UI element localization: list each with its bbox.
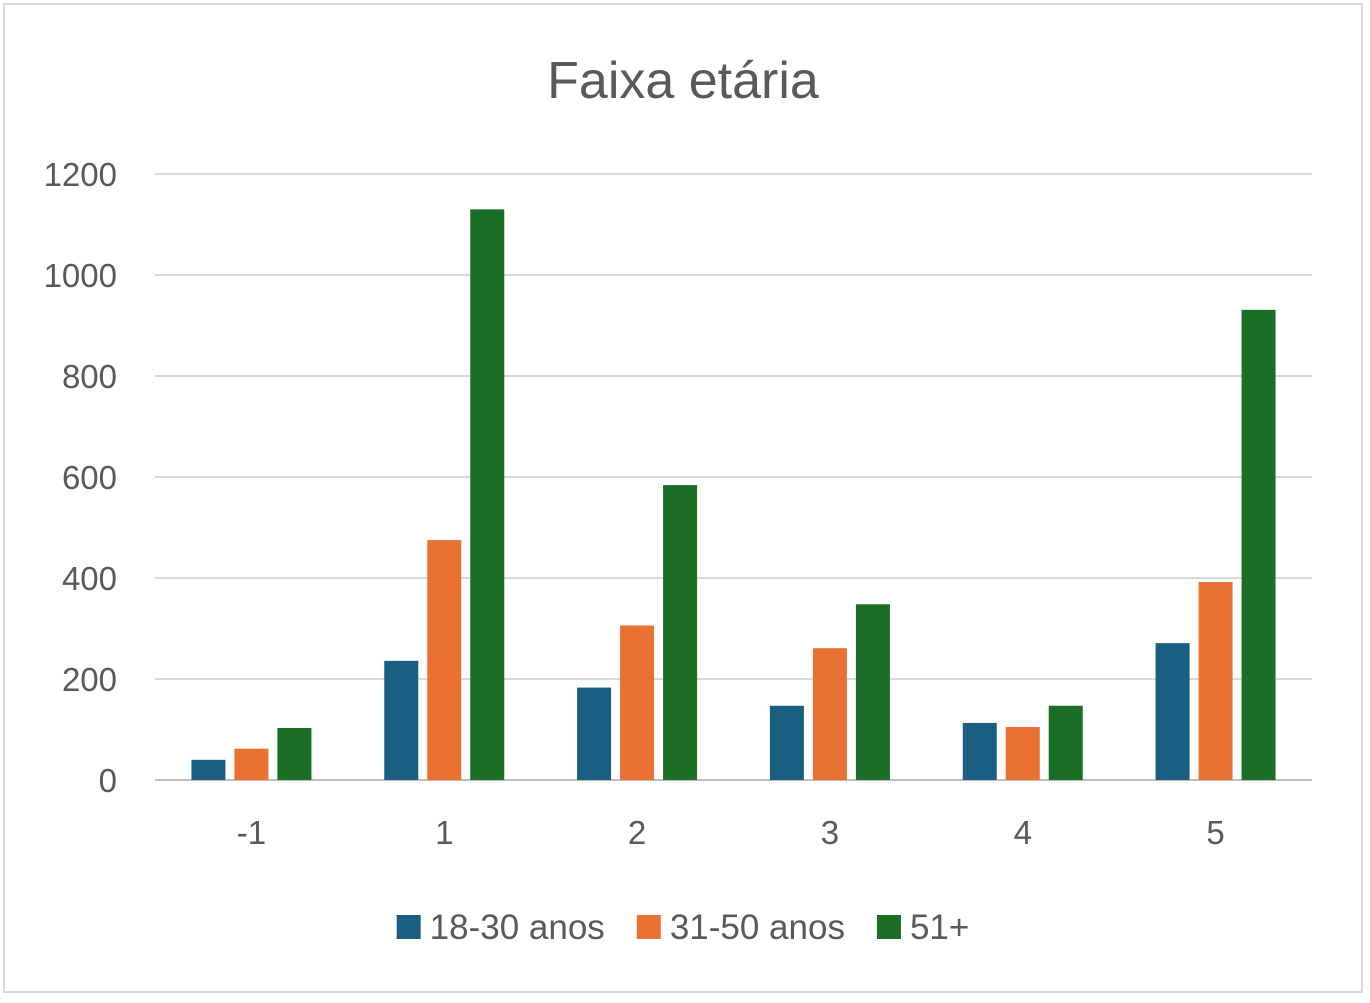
y-tick-label: 600 bbox=[62, 459, 117, 496]
bar-31-50-anos-3 bbox=[812, 648, 847, 780]
chart-title: Faixa etária bbox=[547, 52, 819, 110]
legend: 18-30 anos 31-50 anos 51+ bbox=[396, 908, 969, 947]
bar-51-4 bbox=[1048, 705, 1083, 780]
x-tick-label: 2 bbox=[628, 814, 646, 851]
legend-swatch bbox=[876, 915, 901, 939]
bar-51-2 bbox=[663, 485, 698, 780]
legend-label: 18-30 anos bbox=[430, 908, 605, 947]
bar-31-50-anos-1 bbox=[427, 540, 462, 780]
x-tick-label: -1 bbox=[237, 814, 266, 851]
legend-label: 51+ bbox=[910, 908, 969, 947]
legend-item: 51+ bbox=[876, 908, 969, 947]
bar-51--1 bbox=[277, 727, 312, 780]
legend-swatch bbox=[396, 915, 421, 939]
legend-item: 18-30 anos bbox=[396, 908, 605, 947]
y-tick-label: 400 bbox=[62, 560, 117, 597]
gridlines bbox=[155, 173, 1312, 781]
x-tick-label: 3 bbox=[821, 814, 839, 851]
bar-18-30-anos-1 bbox=[384, 660, 419, 780]
y-tick-label: 0 bbox=[99, 762, 117, 799]
bars bbox=[191, 209, 1276, 781]
bar-18-30-anos-2 bbox=[577, 687, 612, 780]
bar-31-50-anos-2 bbox=[620, 625, 655, 780]
legend-swatch bbox=[636, 915, 661, 939]
x-tick-label: 4 bbox=[1014, 814, 1032, 851]
bar-51-5 bbox=[1241, 309, 1276, 780]
bar-18-30-anos-3 bbox=[769, 705, 804, 780]
legend-item: 31-50 anos bbox=[636, 908, 845, 947]
bar-31-50-anos-5 bbox=[1198, 582, 1233, 780]
y-tick-label: 800 bbox=[62, 358, 117, 395]
y-tick-label: 1000 bbox=[44, 257, 117, 294]
bar-18-30-anos-5 bbox=[1155, 643, 1190, 780]
y-tick-label: 1200 bbox=[44, 156, 117, 193]
y-tick-label: 200 bbox=[62, 661, 117, 698]
y-axis-ticks: 0 200 400 600 800 1000 1200 bbox=[44, 156, 117, 799]
x-tick-label: 1 bbox=[435, 814, 453, 851]
bar-18-30-anos--1 bbox=[191, 759, 226, 780]
bar-18-30-anos-4 bbox=[962, 722, 997, 780]
bar-31-50-anos-4 bbox=[1005, 726, 1040, 780]
x-axis-ticks: -1 1 2 3 4 5 bbox=[237, 814, 1225, 851]
legend-label: 31-50 anos bbox=[670, 908, 845, 947]
bar-51-1 bbox=[470, 209, 505, 781]
bar-51-3 bbox=[855, 604, 890, 780]
bar-31-50-anos--1 bbox=[234, 748, 269, 780]
x-tick-label: 5 bbox=[1206, 814, 1224, 851]
